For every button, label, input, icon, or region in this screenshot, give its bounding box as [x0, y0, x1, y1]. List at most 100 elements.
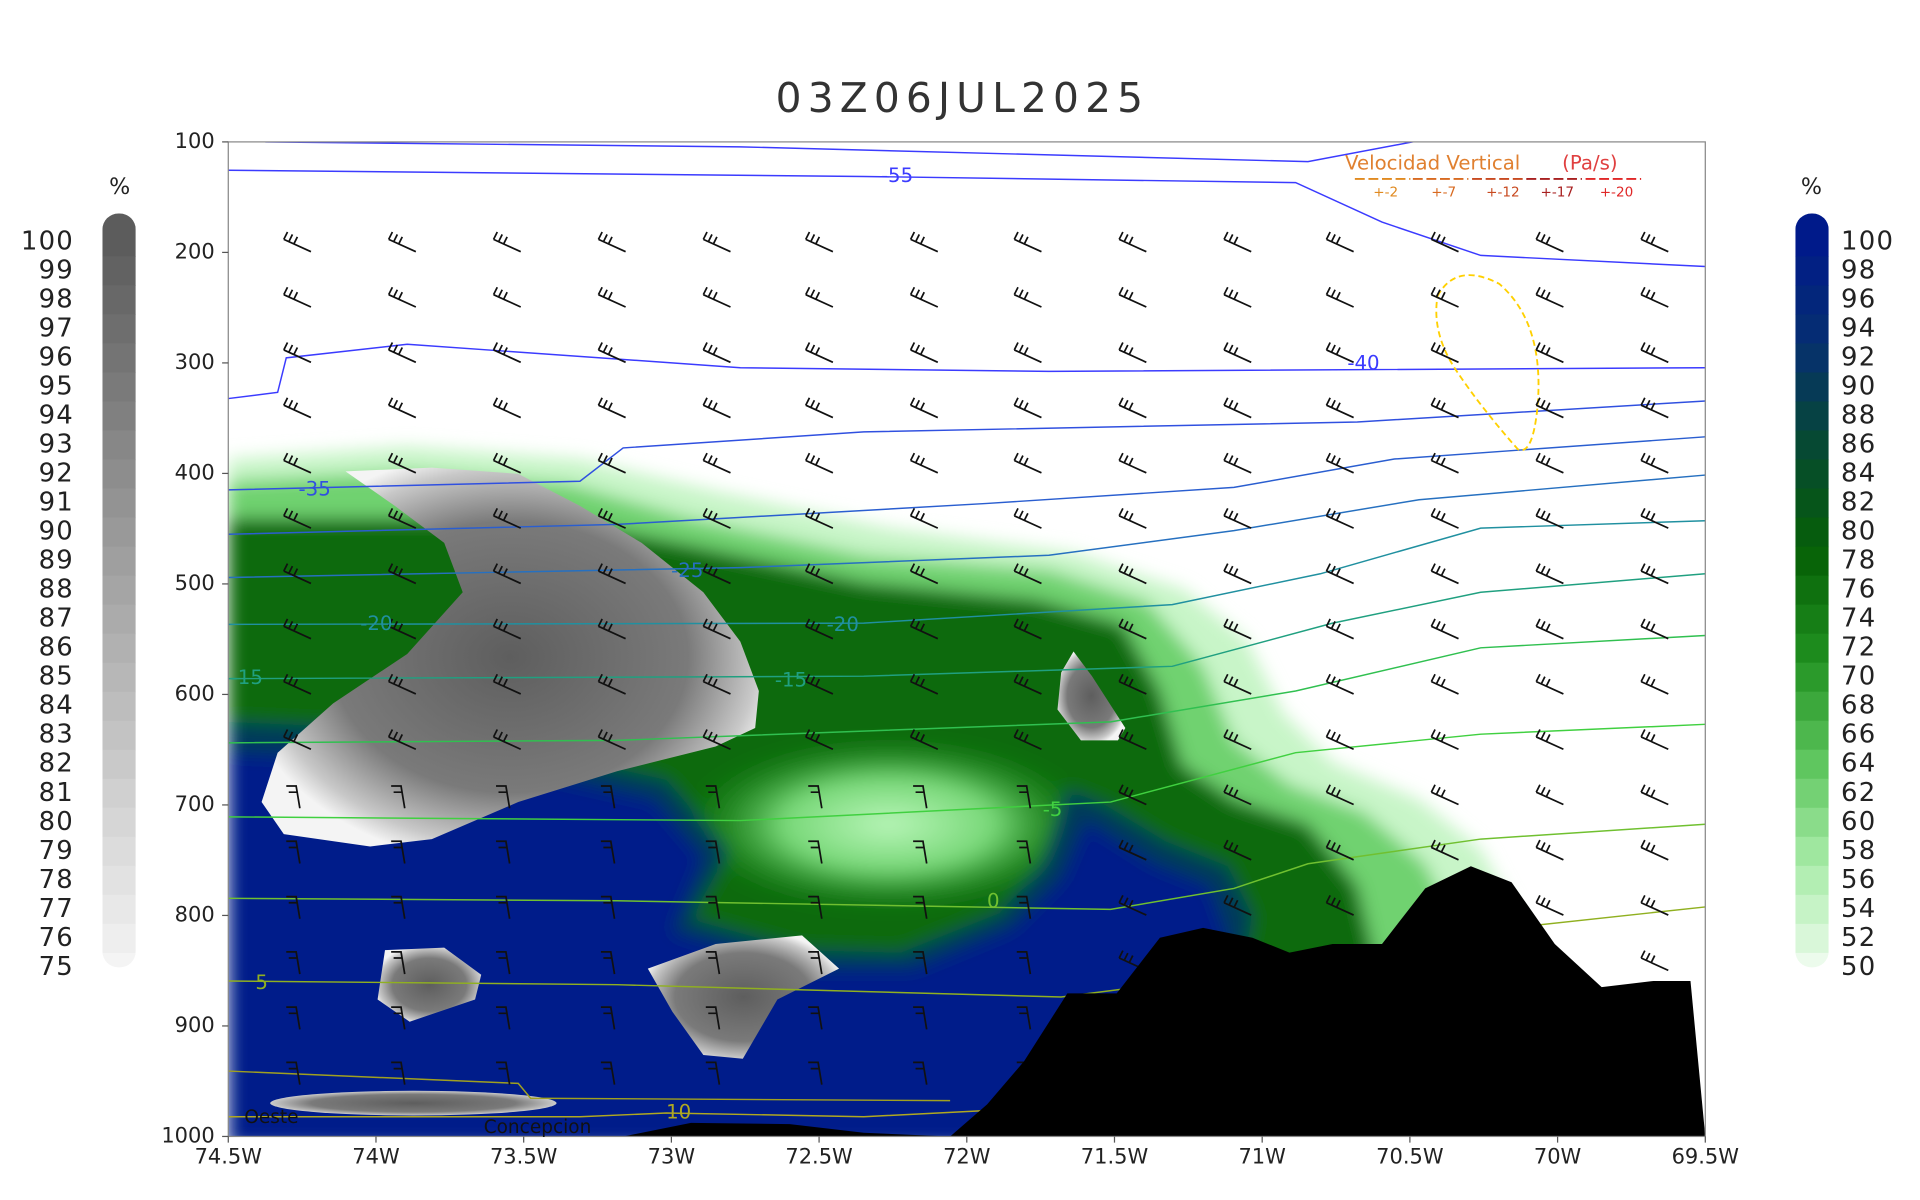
- wind-barb: [1430, 563, 1459, 585]
- wind-barb: [1013, 507, 1042, 529]
- wind-barb: [1013, 342, 1042, 364]
- wind-barb: [808, 1006, 823, 1030]
- colorbar-label: 52: [1841, 923, 1876, 953]
- wind-barb: [496, 785, 511, 809]
- colorbar-segment: [1795, 256, 1829, 287]
- wind-barb: [1118, 342, 1147, 364]
- wind-barb: [283, 507, 312, 529]
- colorbar-label: 88: [39, 575, 74, 605]
- wind-barb: [1430, 839, 1459, 861]
- colorbar-label: 74: [1841, 604, 1876, 634]
- colorbar-label: 88: [1841, 400, 1876, 430]
- wind-barb: [1325, 507, 1354, 529]
- contour-label: -20: [827, 613, 859, 636]
- wind-barb: [1640, 231, 1669, 253]
- wind-barb: [1223, 839, 1252, 861]
- wind-barb: [597, 507, 626, 529]
- x-tick-label: 73W: [648, 1144, 696, 1168]
- wind-barb: [597, 231, 626, 253]
- colorbar-segment: [102, 633, 136, 664]
- colorbar-label: 97: [39, 313, 74, 343]
- wind-barb: [1325, 563, 1354, 585]
- wind-barb: [1430, 286, 1459, 308]
- contour-line: [228, 573, 1706, 680]
- colorbar-segment: [102, 807, 136, 838]
- colorbar-segment: [1795, 720, 1829, 751]
- wind-barb: [1325, 452, 1354, 474]
- wind-barb: [387, 673, 417, 695]
- wind-barb: [1118, 839, 1147, 861]
- colorbar-label: 85: [39, 662, 74, 692]
- colorbar-label: 58: [1841, 836, 1876, 866]
- colorbar-label: 94: [39, 400, 74, 430]
- wind-barb: [600, 1061, 616, 1085]
- colorbar-label: 81: [39, 778, 74, 808]
- colorbar-label: 86: [1841, 430, 1876, 460]
- y-tick-label: 200: [175, 239, 215, 263]
- colorbar-label: 76: [1841, 575, 1876, 605]
- colorbar-segment: [102, 546, 136, 577]
- wind-barb: [1016, 950, 1032, 975]
- colorbar-label: 98: [1841, 255, 1876, 285]
- wind-barb: [496, 1061, 511, 1085]
- colorbar-segment: [102, 575, 136, 606]
- legend-label: +-12: [1486, 184, 1520, 200]
- wind-barb: [1430, 618, 1459, 640]
- colorbar-label: 96: [1841, 284, 1876, 314]
- wind-barb: [1640, 618, 1669, 640]
- contour-label: -15: [775, 669, 807, 692]
- wind-barb: [1430, 673, 1459, 695]
- y-tick-label: 900: [175, 1013, 215, 1037]
- wind-barb: [1535, 618, 1564, 640]
- wind-barb: [1325, 231, 1354, 253]
- x-tick-label: 74.5W: [195, 1144, 263, 1168]
- colorbar-segment: [102, 488, 136, 519]
- wind-barb: [909, 231, 939, 253]
- legend: +-2 +-7 +-12 +-17 +-20: [1354, 177, 1642, 200]
- wind-barb: [1325, 784, 1354, 806]
- wind-barb: [496, 950, 511, 975]
- wind-barb: [1016, 895, 1032, 919]
- contour-label: -35: [299, 477, 331, 500]
- colorbar-segment: [1795, 952, 1829, 968]
- wind-barb: [1640, 342, 1669, 364]
- wind-barb: [286, 1061, 301, 1085]
- wind-barb: [909, 673, 939, 695]
- wind-barb: [387, 231, 417, 253]
- contour-line: [228, 823, 1706, 911]
- wind-barb: [804, 507, 834, 529]
- contour-label: -5: [1043, 798, 1063, 821]
- wind-barb: [1640, 397, 1669, 419]
- wind-barb: [808, 895, 823, 919]
- cloud-water: [261, 467, 759, 847]
- contour-line: [228, 1070, 951, 1102]
- y-tick-label: 800: [175, 902, 215, 926]
- wind-barb: [597, 342, 626, 364]
- wind-barb: [909, 618, 939, 640]
- wind-barb: [705, 785, 721, 809]
- x-tick-label: 72W: [943, 1144, 991, 1168]
- wind-barb: [705, 1006, 721, 1030]
- x-tick-label: 74W: [352, 1144, 400, 1168]
- wind-barb: [1430, 452, 1459, 474]
- wind-barb: [909, 452, 939, 474]
- wind-barb: [286, 950, 301, 975]
- colorbar-segment: [1795, 372, 1829, 403]
- wind-barb: [1013, 563, 1042, 585]
- colorbar-segment: [102, 865, 136, 896]
- wind-barb: [804, 729, 834, 751]
- wind-barb: [387, 507, 417, 529]
- wind-barb: [1640, 894, 1669, 916]
- colorbar-label: 93: [39, 430, 74, 460]
- colorbar-segment: [102, 343, 136, 374]
- wind-barb: [1223, 507, 1252, 529]
- colorbar-segment: [1795, 865, 1829, 896]
- wind-barb: [913, 950, 928, 975]
- colorbar-label: 79: [39, 836, 74, 866]
- wind-barb: [804, 452, 834, 474]
- contour-line: [228, 169, 1706, 268]
- wind-barb: [804, 286, 834, 308]
- colorbar-segment: [1795, 604, 1829, 635]
- wind-barb: [909, 507, 939, 529]
- wind-barb: [1640, 729, 1669, 751]
